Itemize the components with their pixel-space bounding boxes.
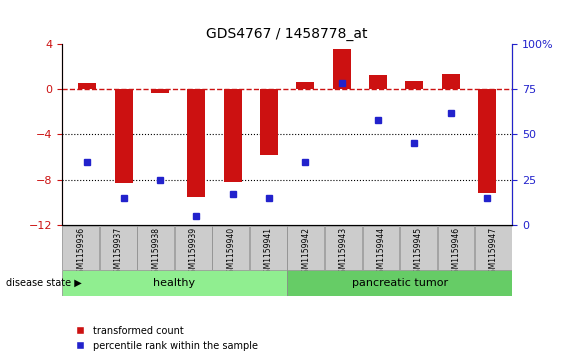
Text: GSM1159937: GSM1159937 [114, 227, 123, 278]
FancyBboxPatch shape [475, 225, 512, 270]
Bar [441, 74, 459, 89]
Text: GSM1159942: GSM1159942 [301, 227, 310, 278]
FancyBboxPatch shape [287, 270, 512, 296]
Bar [78, 83, 96, 89]
Text: GSM1159943: GSM1159943 [339, 227, 348, 278]
Bar [478, 89, 496, 193]
Text: GSM1159946: GSM1159946 [452, 227, 461, 278]
FancyBboxPatch shape [175, 225, 212, 270]
FancyBboxPatch shape [325, 225, 362, 270]
FancyBboxPatch shape [250, 225, 287, 270]
Bar [405, 81, 423, 89]
Text: GSM1159945: GSM1159945 [414, 227, 423, 278]
Bar [115, 89, 133, 183]
Bar [333, 49, 351, 89]
Text: disease state ▶: disease state ▶ [6, 278, 82, 288]
Bar [369, 75, 387, 89]
Title: GDS4767 / 1458778_at: GDS4767 / 1458778_at [207, 27, 368, 41]
Bar [260, 89, 278, 155]
Bar [187, 89, 205, 197]
FancyBboxPatch shape [288, 225, 324, 270]
Bar [296, 82, 314, 89]
FancyBboxPatch shape [400, 225, 437, 270]
FancyBboxPatch shape [137, 225, 174, 270]
FancyBboxPatch shape [100, 225, 137, 270]
Bar [224, 89, 242, 182]
FancyBboxPatch shape [62, 270, 287, 296]
Text: pancreatic tumor: pancreatic tumor [352, 278, 448, 288]
Text: GSM1159939: GSM1159939 [189, 227, 198, 278]
Text: healthy: healthy [154, 278, 195, 288]
Text: GSM1159944: GSM1159944 [377, 227, 386, 278]
FancyBboxPatch shape [437, 225, 475, 270]
Text: GSM1159938: GSM1159938 [151, 227, 160, 278]
Bar [151, 89, 169, 94]
Legend: transformed count, percentile rank within the sample: transformed count, percentile rank withi… [67, 322, 262, 355]
Text: GSM1159936: GSM1159936 [76, 227, 85, 278]
FancyBboxPatch shape [212, 225, 249, 270]
Text: GSM1159947: GSM1159947 [489, 227, 498, 278]
FancyBboxPatch shape [363, 225, 399, 270]
Text: GSM1159941: GSM1159941 [264, 227, 273, 278]
Text: GSM1159940: GSM1159940 [226, 227, 235, 278]
FancyBboxPatch shape [62, 225, 99, 270]
